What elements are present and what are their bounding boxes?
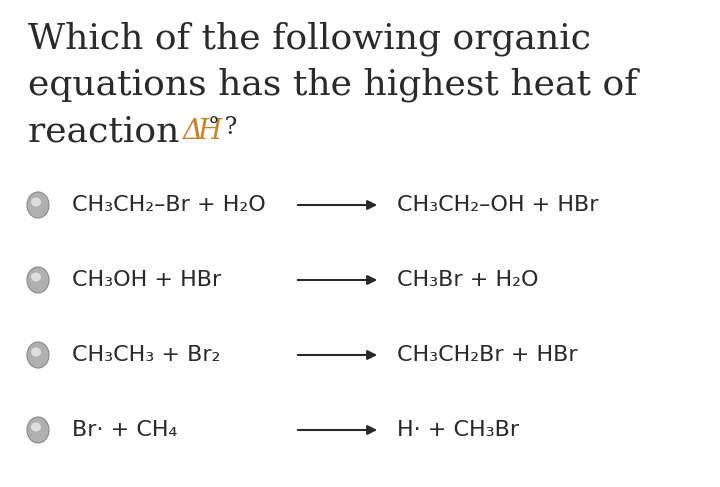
Ellipse shape [31,197,41,206]
Text: equations has the highest heat of: equations has the highest heat of [28,68,638,102]
Text: Br· + CH₄: Br· + CH₄ [72,420,177,440]
Text: H· + CH₃Br: H· + CH₃Br [397,420,519,440]
Ellipse shape [27,192,49,218]
Text: CH₃OH + HBr: CH₃OH + HBr [72,270,221,290]
Ellipse shape [27,342,49,368]
Ellipse shape [31,347,41,356]
Text: ° ?: ° ? [208,116,238,139]
Ellipse shape [27,417,49,443]
Ellipse shape [31,272,41,281]
Text: CH₃CH₂Br + HBr: CH₃CH₂Br + HBr [397,345,577,365]
Text: H: H [197,118,221,145]
Text: Which of the following organic: Which of the following organic [28,22,591,56]
Ellipse shape [27,267,49,293]
Text: Δ: Δ [183,118,203,145]
Text: CH₃CH₂–OH + HBr: CH₃CH₂–OH + HBr [397,195,598,215]
Text: reaction: reaction [28,114,191,148]
Ellipse shape [31,422,41,431]
Text: CH₃CH₂–Br + H₂O: CH₃CH₂–Br + H₂O [72,195,266,215]
Text: CH₃Br + H₂O: CH₃Br + H₂O [397,270,539,290]
Text: CH₃CH₃ + Br₂: CH₃CH₃ + Br₂ [72,345,220,365]
